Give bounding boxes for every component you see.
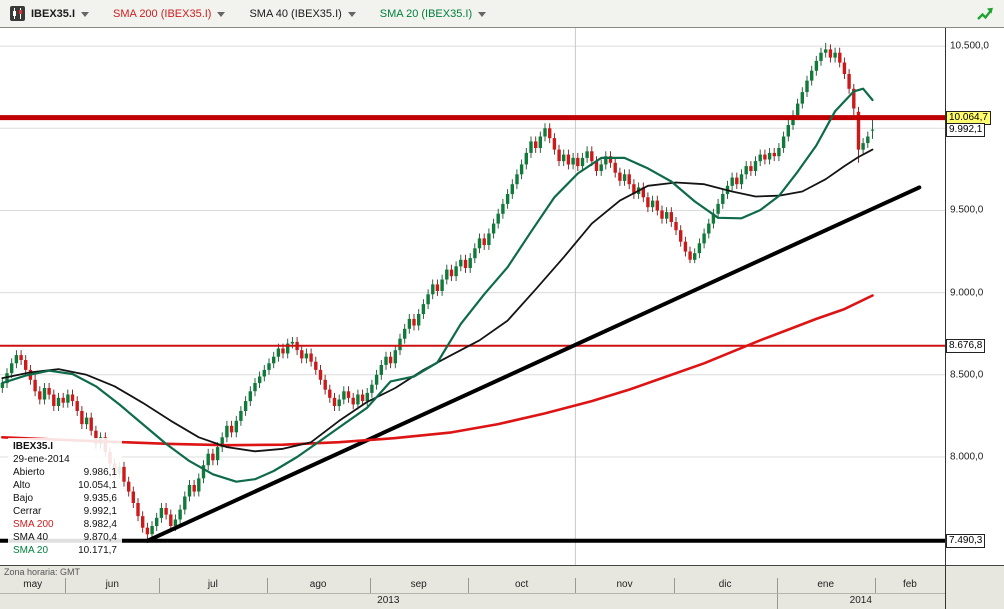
- chart-toolbar: IBEX35.I SMA 200 (IBEX35.I) SMA 40 (IBEX…: [0, 0, 1004, 28]
- chart-plot-area[interactable]: IBEX35.I 29-ene-2014 Abierto 9.986,1 Alto 1…: [0, 28, 945, 565]
- tooltip-row: SMA 20 10.171,7: [13, 545, 117, 556]
- indicator-sma20-label: SMA 20 (IBEX35.I): [379, 7, 473, 20]
- month-label: jun: [105, 579, 119, 590]
- price-level-label[interactable]: 8.676,8: [946, 338, 986, 353]
- month-divider: [369, 578, 371, 593]
- price-tick-label: 9.500,0: [950, 204, 984, 216]
- indicator-sma40-selector[interactable]: SMA 40 (IBEX35.I): [249, 1, 356, 27]
- price-tick-label: 10.500,0: [950, 40, 989, 52]
- tooltip-row: SMA 200 8.982,4: [13, 519, 117, 530]
- month-divider: [65, 578, 67, 593]
- instrument-label: IBEX35.I: [31, 7, 76, 20]
- month-divider: [467, 578, 469, 593]
- year-label: 2013: [377, 595, 400, 606]
- chevron-down-icon: [217, 12, 226, 17]
- tooltip-row: Alto 10.054,1: [13, 480, 117, 491]
- price-info-tooltip: IBEX35.I 29-ene-2014 Abierto 9.986,1 Alto 1…: [8, 438, 122, 559]
- month-divider: [874, 578, 876, 593]
- price-tick-label: 8.500,0: [950, 369, 984, 381]
- indicator-sma20-selector[interactable]: SMA 20 (IBEX35.I): [379, 1, 487, 27]
- month-label: ene: [817, 579, 835, 590]
- month-label: may: [23, 579, 43, 590]
- tooltip-date: 29-ene-2014: [13, 454, 70, 465]
- month-divider: [776, 578, 778, 593]
- chevron-down-icon: [478, 12, 487, 17]
- month-label: ago: [309, 579, 327, 590]
- month-label: dic: [718, 579, 732, 590]
- timezone-label: Zona horaria: GMT: [4, 567, 81, 577]
- price-tick-label: 9.000,0: [950, 287, 984, 299]
- month-label: sep: [410, 579, 427, 590]
- tooltip-row: SMA 40 9.870,4: [13, 532, 117, 543]
- instrument-icon: [10, 6, 25, 21]
- candlestick-chart[interactable]: [0, 28, 945, 565]
- tooltip-row: Bajo 9.935,6: [13, 493, 117, 504]
- month-label: oct: [514, 579, 529, 590]
- tooltip-symbol: IBEX35.I: [13, 441, 54, 452]
- month-divider: [673, 578, 675, 593]
- instrument-selector[interactable]: IBEX35.I: [10, 1, 90, 27]
- price-axis[interactable]: 10.500,0 9.500,0 9.000,0 8.500,0 8.000,0 10.0…: [945, 28, 1004, 565]
- month-label: jul: [207, 579, 218, 590]
- tooltip-row: Cerrar 9.992,1: [13, 506, 117, 517]
- year-axis-row: 2013 2014: [0, 594, 945, 609]
- tooltip-rows: Abierto 9.986,1 Alto 10.054,1 Bajo 9.935,6 Cer…: [13, 466, 117, 557]
- month-divider: [266, 578, 268, 593]
- month-label: nov: [616, 579, 633, 590]
- month-divider: [159, 578, 161, 593]
- price-level-label[interactable]: 7.490,3: [946, 533, 986, 548]
- time-axis[interactable]: Zona horaria: GMT may jun jul ago sep oct nov d…: [0, 565, 1004, 609]
- axis-corner-divider: [945, 566, 946, 609]
- price-tick-label: 8.000,0: [950, 451, 984, 463]
- tooltip-row: Abierto 9.986,1: [13, 467, 117, 478]
- month-axis-row: may jun jul ago sep oct nov dic ene feb: [0, 578, 945, 594]
- chevron-down-icon: [81, 12, 90, 17]
- chevron-down-icon: [347, 12, 356, 17]
- year-divider: [776, 594, 778, 609]
- growth-arrow-icon: [977, 7, 993, 20]
- trend-tool-button[interactable]: [976, 6, 994, 22]
- month-label: feb: [902, 579, 917, 590]
- indicator-sma40-label: SMA 40 (IBEX35.I): [249, 7, 342, 20]
- month-divider: [575, 578, 577, 593]
- year-label: 2014: [849, 595, 872, 606]
- indicator-sma200-label: SMA 200 (IBEX35.I): [113, 7, 212, 20]
- indicator-sma200-selector[interactable]: SMA 200 (IBEX35.I): [113, 1, 226, 27]
- price-level-label[interactable]: 9.992,1: [946, 122, 986, 137]
